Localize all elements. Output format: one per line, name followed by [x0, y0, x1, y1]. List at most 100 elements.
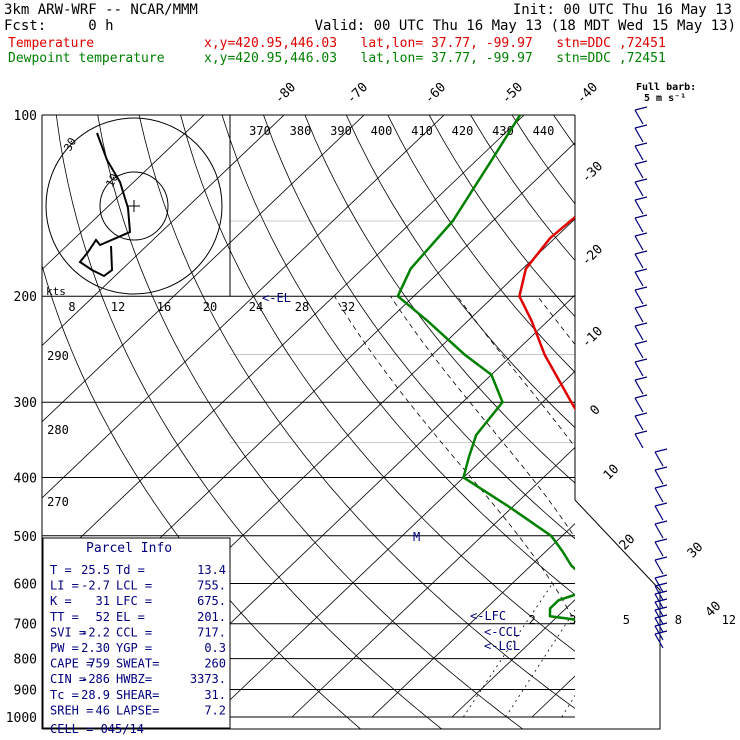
- parcel-label: Tc =: [50, 688, 79, 702]
- wind-barb: [654, 487, 664, 503]
- parcel-box: [42, 537, 231, 729]
- moist-adiabat: [456, 295, 575, 448]
- theta-label-left: 280: [47, 423, 69, 437]
- parcel-cell: CELL = 045/14: [50, 722, 144, 736]
- mixing-ratio-label: 8: [675, 613, 682, 627]
- wind-barb: [634, 253, 644, 269]
- temperature-profile: [518, 215, 575, 411]
- wind-barb-flag: [654, 614, 668, 619]
- barb-title: Full barb:: [636, 82, 697, 93]
- isotherm-label: -40: [574, 80, 601, 107]
- parcel-label: LAPSE=: [116, 703, 159, 717]
- wind-barb-flag: [634, 142, 648, 147]
- isotherm: [42, 115, 365, 423]
- dry-adiabat: [221, 115, 575, 596]
- hodo-speed-label: 20: [203, 300, 217, 314]
- wind-barb-flag: [634, 322, 648, 327]
- isotherm: [211, 370, 575, 718]
- mixing-ratio-line: [561, 694, 575, 718]
- wind-barb-flag: [634, 214, 648, 219]
- hodo-speed-label: 24: [249, 300, 263, 314]
- isotherm-label: -30: [579, 159, 606, 186]
- hodo-speed-label: 8: [68, 300, 75, 314]
- isotherm: [371, 523, 575, 718]
- wind-barb-flag: [654, 502, 668, 507]
- parcel-value: 25.5: [81, 563, 110, 577]
- parcel-value: -2.2: [81, 625, 110, 639]
- wind-barb: [654, 523, 664, 539]
- isotherm: [291, 446, 575, 718]
- pressure-label-700: 700: [14, 618, 37, 633]
- isotherm: [42, 115, 205, 270]
- parcel-value: 2.30: [81, 641, 110, 655]
- parcel-label: SVI =: [50, 625, 86, 639]
- theta-label: 410: [411, 124, 433, 138]
- wind-barb: [634, 235, 644, 251]
- pressure-label-400: 400: [14, 471, 37, 486]
- moist-adiabat: [537, 295, 575, 346]
- pressure-label-500: 500: [14, 530, 37, 545]
- wind-barb: [634, 127, 644, 143]
- parcel-value: 717.: [197, 625, 226, 639]
- theta-label: 390: [330, 124, 352, 138]
- legend-dewpoint: Dewpoint temperature: [8, 51, 165, 66]
- wind-barb-flag: [634, 196, 648, 201]
- wind-barb: [654, 451, 664, 467]
- dry-adiabat: [428, 115, 575, 318]
- theta-label: 370: [249, 124, 271, 138]
- parcel-label: SREH =: [50, 703, 93, 717]
- wind-barb: [634, 271, 644, 287]
- wind-barb-flag: [654, 466, 668, 471]
- legend-temperature: Temperature: [8, 36, 95, 51]
- level-annotations: <-EL <-LFC <-CCL<-LCL M: [262, 291, 520, 653]
- legend-dewpoint-info: x,y=420.95,446.03 lat,lon= 37.77, -99.97…: [204, 51, 666, 66]
- pressure-label-200: 200: [14, 290, 37, 305]
- parcel-value: 31: [96, 594, 110, 608]
- isotherm-label: 10: [601, 462, 623, 484]
- dry-adiabat: [55, 115, 443, 729]
- wind-barb: [634, 397, 644, 413]
- dry-adiabat: [511, 115, 575, 205]
- parcel-label: CCL =: [116, 625, 152, 639]
- moist-adiabat: [632, 296, 740, 717]
- parcel-value: 52: [96, 610, 110, 624]
- parcel-label: CIN =: [50, 672, 86, 686]
- isotherm-label: -70: [344, 80, 371, 107]
- dry-adiabat: [678, 115, 740, 730]
- parcel-label: LCL =: [116, 579, 152, 593]
- parcel-value: 13.4: [197, 563, 226, 577]
- theta-label: 420: [452, 124, 474, 138]
- parcel-label: PW =: [50, 641, 79, 655]
- parcel-value: 675.: [197, 594, 226, 608]
- wind-barb: [634, 217, 644, 233]
- annotation-label: <-EL: [262, 291, 291, 305]
- pressure-label-600: 600: [14, 577, 37, 592]
- parcel-value: 7.2: [204, 703, 226, 717]
- wind-barb: [654, 559, 664, 575]
- isotherm-label: 0: [587, 402, 603, 418]
- hodo-unit: kts: [46, 285, 66, 298]
- dry-adiabat: [263, 115, 575, 540]
- wind-barb: [634, 325, 644, 341]
- wind-barb: [634, 181, 644, 197]
- wind-barb-flag: [634, 106, 648, 111]
- wind-barb: [634, 109, 644, 125]
- pressure-label-100: 100: [14, 109, 37, 124]
- pressure-label-1000: 1000: [6, 711, 37, 726]
- wind-barb: [654, 505, 664, 521]
- wind-barb-flag: [634, 250, 648, 255]
- wind-barb-flag: [634, 232, 648, 237]
- frame-skew-edge: [42, 499, 661, 730]
- wind-barb-flag: [654, 538, 668, 543]
- parcel-label: HWBZ=: [116, 672, 152, 686]
- wind-barb-flag: [654, 630, 668, 635]
- wind-barb: [634, 379, 644, 395]
- wind-barb-flag: [634, 124, 648, 129]
- wind-barb-flag: [654, 448, 668, 453]
- theta-label-left: 270: [47, 495, 69, 509]
- mixing-ratio-line: [730, 583, 740, 717]
- isotherm-label: 30: [685, 540, 707, 562]
- dewpoint-profile: [396, 115, 575, 621]
